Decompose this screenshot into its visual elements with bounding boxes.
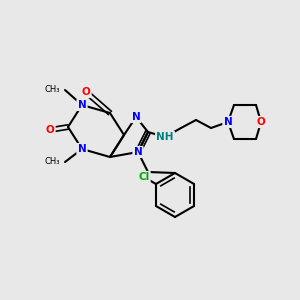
Text: CH₃: CH₃ [44, 85, 60, 94]
Text: Cl: Cl [138, 172, 149, 182]
Text: N: N [132, 112, 140, 122]
Text: NH: NH [156, 132, 174, 142]
Text: O: O [46, 125, 54, 135]
Text: O: O [46, 125, 54, 135]
Text: N: N [78, 100, 86, 110]
Text: NH: NH [156, 132, 174, 142]
Text: O: O [256, 117, 266, 127]
Text: O: O [82, 87, 90, 97]
Text: N: N [134, 147, 142, 157]
Text: N: N [132, 112, 140, 122]
Text: CH₃: CH₃ [44, 158, 60, 166]
Text: N: N [224, 117, 232, 127]
Text: N: N [134, 147, 142, 157]
Text: O: O [82, 87, 90, 97]
Text: N: N [78, 100, 86, 110]
Text: N: N [78, 144, 86, 154]
Text: N: N [78, 144, 86, 154]
Text: Cl: Cl [138, 172, 149, 182]
Text: N: N [224, 117, 232, 127]
Text: O: O [256, 117, 266, 127]
